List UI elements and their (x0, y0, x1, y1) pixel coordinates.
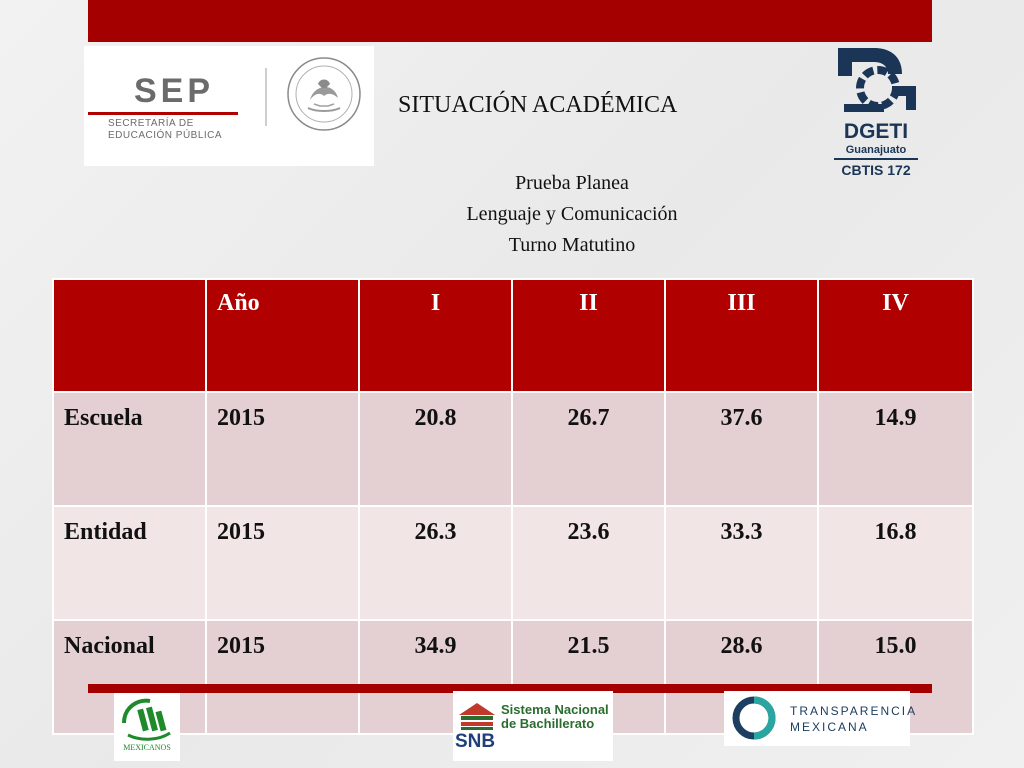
cell-value: 26.7 (511, 391, 666, 507)
snb-title-line1: Sistema Nacional (501, 702, 609, 717)
dgeti-rule (834, 158, 918, 160)
results-table: Año I II III IV Escuela 2015 20.8 26.7 3… (52, 278, 974, 735)
mexican-seal-icon (287, 57, 361, 131)
sep-divider (265, 68, 267, 126)
page-title: SITUACIÓN ACADÉMICA (398, 92, 678, 118)
transparencia-logo: TRANSPARENCIA MEXICANA (724, 691, 915, 746)
dgeti-school: CBTIS 172 (841, 162, 911, 178)
row-year: 2015 (205, 391, 360, 507)
row-label: Nacional (52, 619, 207, 735)
sep-logo: SEP SECRETARÍA DE EDUCACIÓN PÚBLICA (84, 46, 374, 166)
cell-value: 14.9 (817, 391, 974, 507)
mexicanos-text: MEXICANOS (123, 743, 171, 752)
sep-red-line (88, 112, 238, 115)
dgeti-state: Guanajuato (845, 144, 907, 156)
cell-value: 20.8 (358, 391, 513, 507)
snb-abbreviation: SNB (455, 731, 496, 752)
snb-building-icon (459, 703, 495, 730)
header-cell-level-3: III (664, 278, 819, 393)
page-subtitle: Prueba Planea Lenguaje y Comunicación Tu… (400, 168, 744, 261)
dgeti-logo: DGETI Guanajuato CBTIS 172 (830, 44, 922, 184)
subtitle-line-subject: Lenguaje y Comunicación (466, 203, 678, 225)
sep-subtitle-line2: EDUCACIÓN PÚBLICA (108, 130, 223, 141)
mexicanos-logo: MEXICANOS (114, 693, 180, 761)
cell-value: 26.3 (358, 505, 513, 621)
transparencia-line2: MEXICANA (790, 720, 869, 734)
header-cell-year: Año (205, 278, 360, 393)
table-header-row: Año I II III IV (52, 278, 974, 393)
sep-subtitle-line1: SECRETARÍA DE (108, 118, 194, 129)
sep-subtitle: SECRETARÍA DE EDUCACIÓN PÚBLICA (108, 118, 222, 142)
snb-logo: Sistema Nacional de Bachillerato SNB (453, 691, 613, 761)
cell-value: 23.6 (511, 505, 666, 621)
transparencia-line1: TRANSPARENCIA (790, 704, 918, 718)
cell-value: 37.6 (664, 391, 819, 507)
header-cell-level-4: IV (817, 278, 974, 393)
subtitle-line-shift: Turno Matutino (508, 234, 636, 256)
snb-title-line2: de Bachillerato (501, 716, 595, 731)
mexicanos-emblem-icon (122, 698, 171, 741)
header-cell-level-2: II (511, 278, 666, 393)
dgeti-wordmark: DGETI (843, 120, 909, 143)
table-row: Escuela 2015 20.8 26.7 37.6 14.9 (52, 391, 974, 507)
header-cell-blank (52, 278, 207, 393)
sep-wordmark: SEP (134, 72, 215, 110)
top-accent-bar (88, 0, 932, 42)
bottom-accent-bar (88, 684, 932, 693)
row-label: Escuela (52, 391, 207, 507)
row-year: 2015 (205, 619, 360, 735)
transparencia-text: TRANSPARENCIA MEXICANA (790, 703, 917, 735)
subtitle-line-exam: Prueba Planea (515, 172, 629, 194)
dgeti-emblem-icon (838, 48, 916, 112)
row-label: Entidad (52, 505, 207, 621)
table-row: Entidad 2015 26.3 23.6 33.3 16.8 (52, 505, 974, 621)
header-cell-level-1: I (358, 278, 513, 393)
transparencia-emblem-icon (732, 696, 776, 740)
snb-title: Sistema Nacional de Bachillerato (501, 703, 609, 731)
row-year: 2015 (205, 505, 360, 621)
cell-value: 16.8 (817, 505, 974, 621)
cell-value: 33.3 (664, 505, 819, 621)
